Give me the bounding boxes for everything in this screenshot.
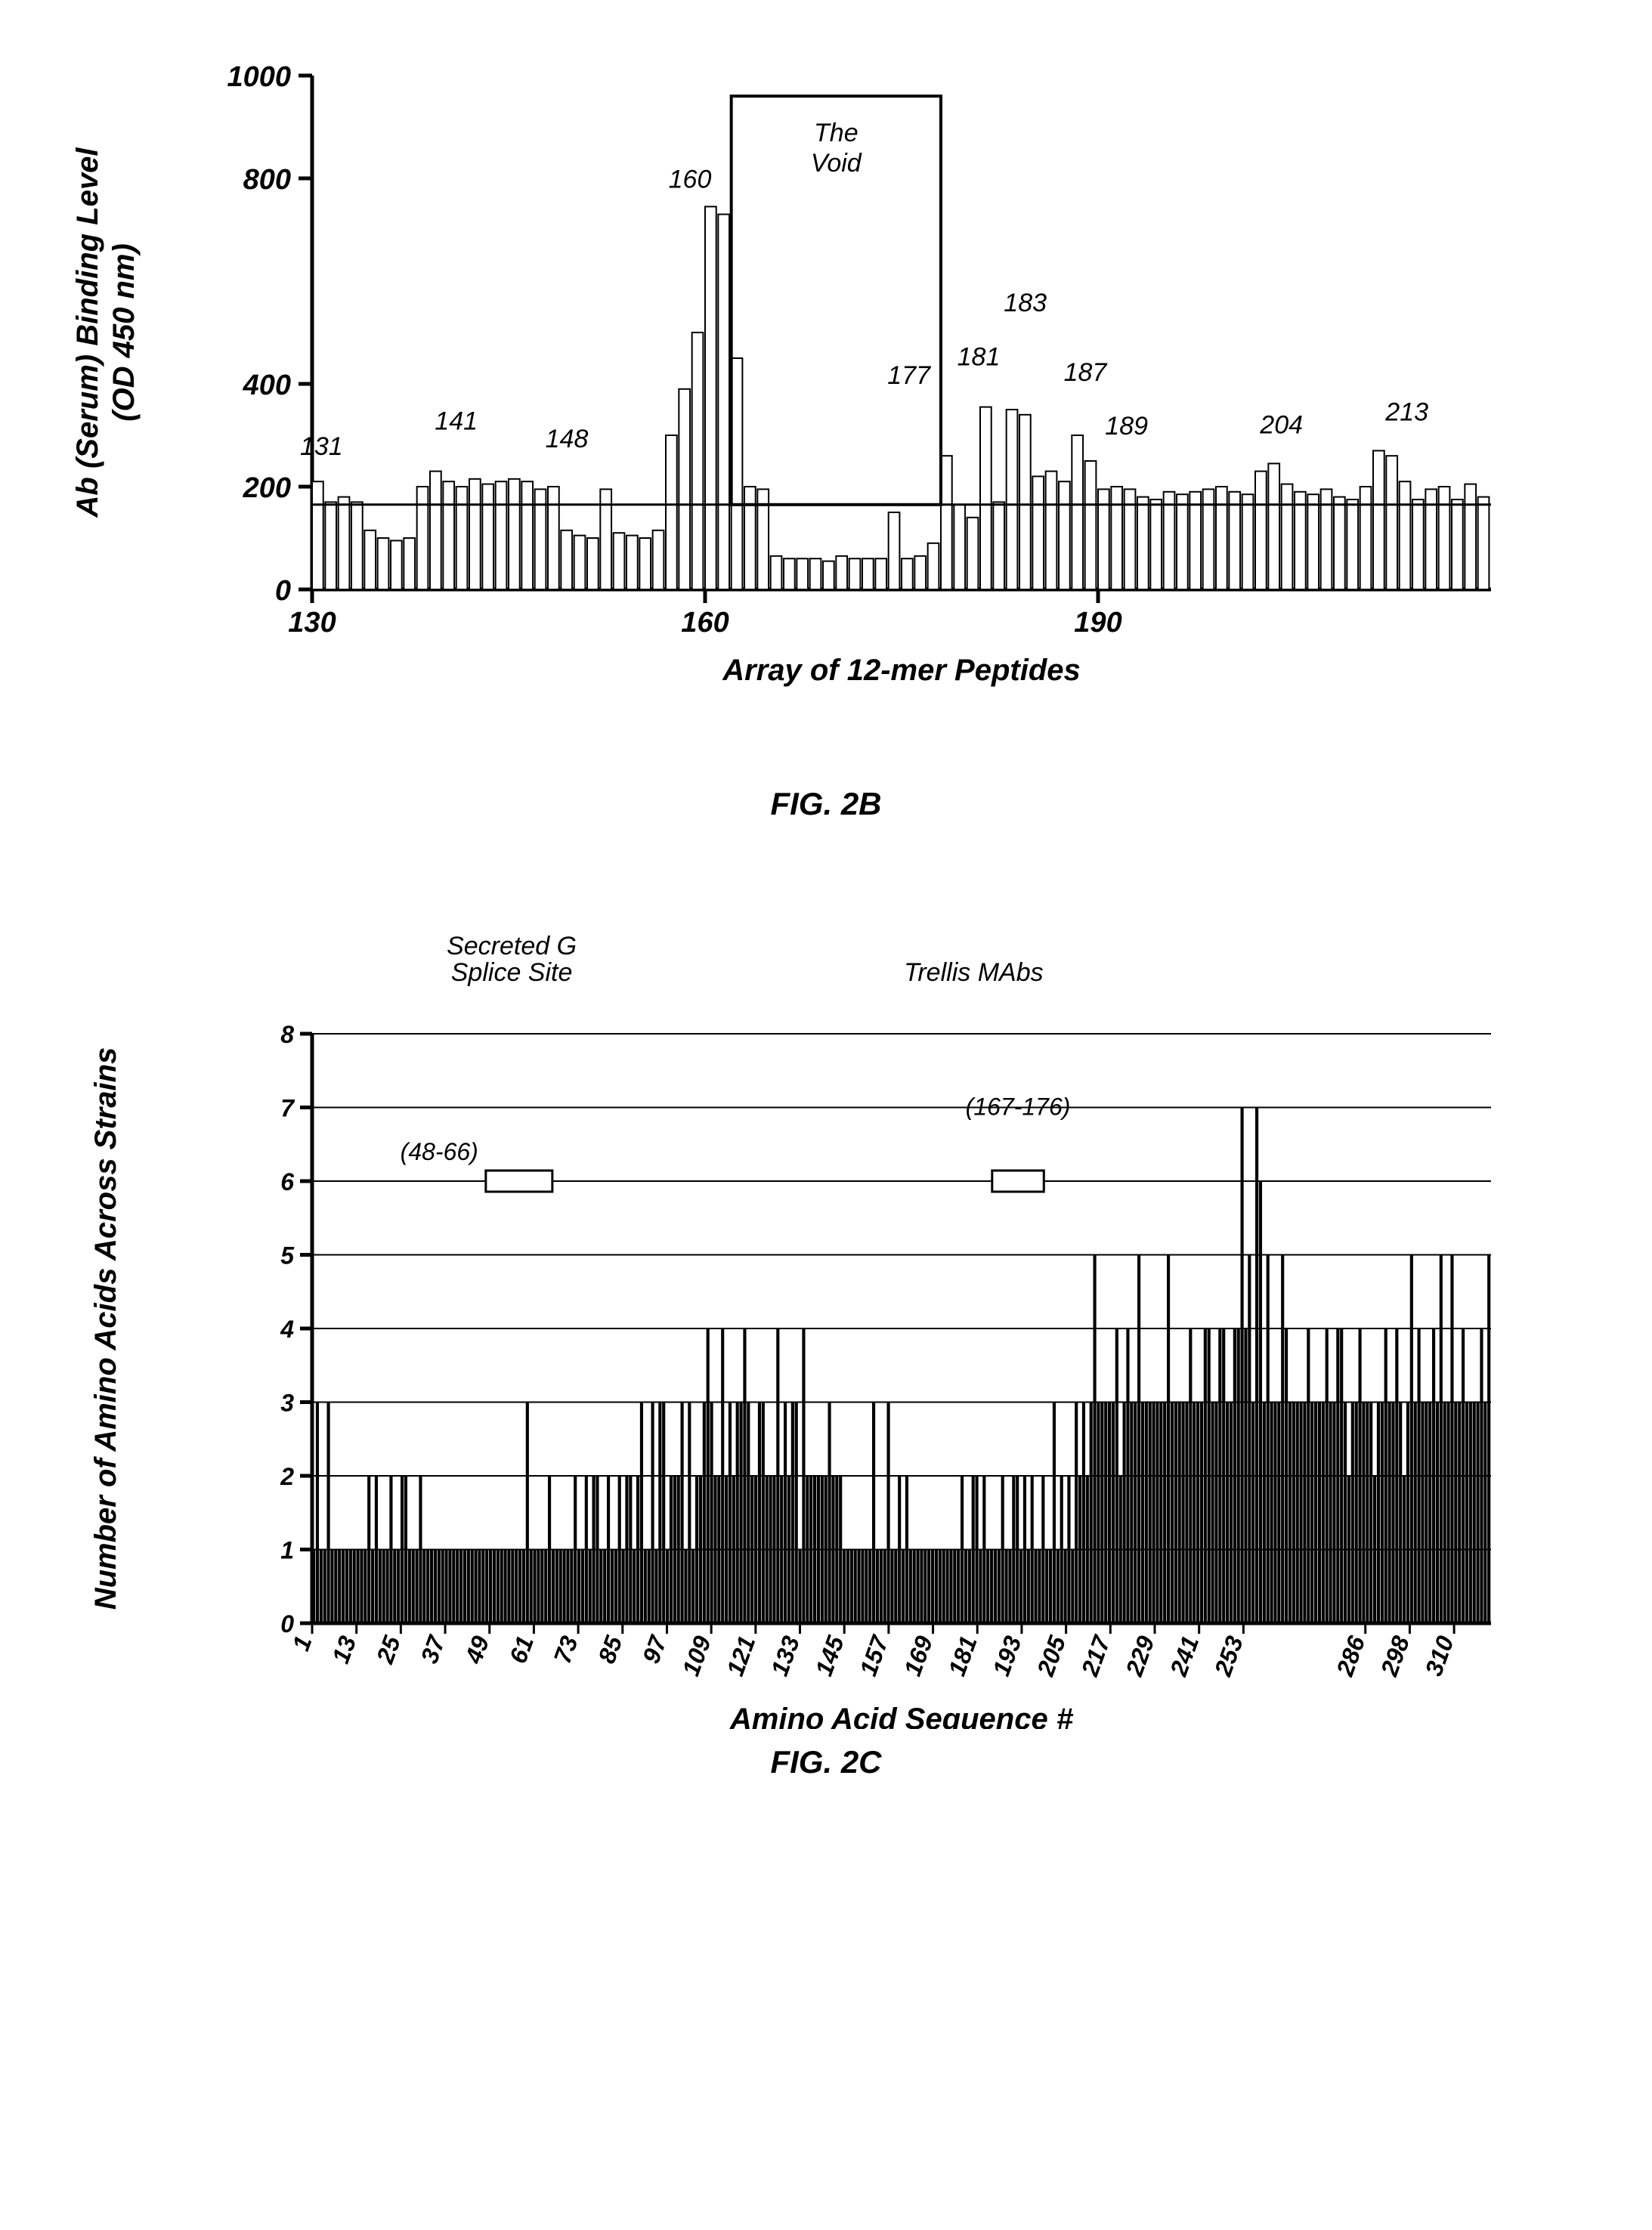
svg-text:121: 121	[721, 1632, 760, 1679]
svg-text:131: 131	[300, 432, 343, 461]
svg-text:Void: Void	[811, 149, 862, 178]
svg-text:Secreted G: Secreted G	[447, 932, 577, 960]
svg-text:133: 133	[766, 1632, 805, 1680]
svg-text:204: 204	[1259, 410, 1303, 439]
svg-text:1: 1	[287, 1632, 317, 1654]
svg-text:169: 169	[899, 1632, 938, 1680]
svg-text:97: 97	[637, 1631, 673, 1667]
svg-text:181: 181	[957, 343, 1001, 372]
svg-text:The: The	[814, 119, 858, 147]
svg-text:13: 13	[326, 1632, 361, 1667]
svg-text:Trellis MAbs: Trellis MAbs	[904, 958, 1044, 987]
svg-text:217: 217	[1075, 1631, 1115, 1680]
svg-text:5: 5	[280, 1242, 295, 1270]
svg-text:141: 141	[435, 407, 478, 436]
chart-2b-title: FIG. 2B	[55, 786, 1597, 822]
svg-text:189: 189	[1105, 412, 1148, 441]
svg-text:25: 25	[371, 1632, 407, 1668]
svg-text:193: 193	[987, 1632, 1026, 1680]
svg-text:160: 160	[669, 165, 712, 193]
svg-text:200: 200	[243, 472, 291, 504]
svg-text:241: 241	[1165, 1632, 1204, 1680]
svg-text:190: 190	[1074, 607, 1121, 639]
svg-text:160: 160	[681, 607, 729, 639]
chart-2b-svg: 0 200 400 800 1000 130 160 190 TheVoid 131 141 148 1…	[55, 45, 1597, 771]
svg-text:1000: 1000	[227, 61, 291, 93]
svg-text:Splice Site: Splice Site	[451, 958, 573, 987]
svg-text:286: 286	[1331, 1632, 1371, 1681]
svg-text:37: 37	[416, 1631, 451, 1667]
svg-text:1: 1	[280, 1537, 294, 1564]
svg-text:7: 7	[280, 1095, 295, 1122]
svg-text:4: 4	[280, 1316, 294, 1343]
svg-text:(48-66): (48-66)	[401, 1138, 478, 1165]
svg-text:8: 8	[280, 1021, 294, 1048]
svg-text:183: 183	[1004, 289, 1047, 317]
svg-text:229: 229	[1120, 1632, 1160, 1681]
svg-text:298: 298	[1375, 1632, 1415, 1681]
svg-text:Ab (Serum) Binding Level: Ab (Serum) Binding Level	[71, 147, 104, 518]
svg-text:3: 3	[280, 1390, 294, 1417]
svg-text:157: 157	[854, 1631, 894, 1680]
svg-text:49: 49	[459, 1632, 494, 1668]
svg-text:Array of 12-mer Peptides: Array of 12-mer Peptides	[722, 654, 1081, 687]
svg-text:(OD 450 nm): (OD 450 nm)	[107, 243, 141, 422]
svg-text:130: 130	[288, 607, 336, 639]
chart-2c: 0123456781132537496173859710912113314515…	[55, 913, 1597, 1780]
svg-text:2: 2	[280, 1463, 294, 1490]
svg-text:253: 253	[1208, 1632, 1248, 1681]
svg-text:145: 145	[810, 1632, 850, 1680]
svg-text:Amino Acid Sequence #: Amino Acid Sequence #	[729, 1703, 1074, 1729]
svg-text:(167-176): (167-176)	[966, 1093, 1071, 1121]
svg-text:205: 205	[1032, 1632, 1072, 1681]
svg-text:73: 73	[549, 1632, 583, 1667]
chart-2c-title: FIG. 2C	[55, 1744, 1597, 1780]
svg-text:187: 187	[1064, 358, 1108, 387]
svg-text:6: 6	[280, 1168, 294, 1195]
svg-text:177: 177	[887, 361, 931, 390]
svg-text:Number of Amino Acids Across S: Number of Amino Acids Across Strains	[89, 1047, 122, 1610]
svg-text:310: 310	[1420, 1632, 1459, 1680]
svg-text:800: 800	[243, 164, 291, 196]
chart-2b: 0 200 400 800 1000 130 160 190 TheVoid 131 141 148 1…	[55, 45, 1597, 822]
svg-text:61: 61	[504, 1632, 539, 1667]
chart-2c-svg: 0123456781132537496173859710912113314515…	[55, 913, 1597, 1729]
svg-text:181: 181	[943, 1632, 982, 1679]
svg-text:148: 148	[546, 425, 589, 453]
svg-text:213: 213	[1384, 397, 1428, 426]
svg-text:109: 109	[677, 1632, 716, 1680]
svg-text:85: 85	[592, 1632, 627, 1667]
svg-text:0: 0	[275, 575, 291, 607]
svg-text:400: 400	[243, 370, 291, 401]
